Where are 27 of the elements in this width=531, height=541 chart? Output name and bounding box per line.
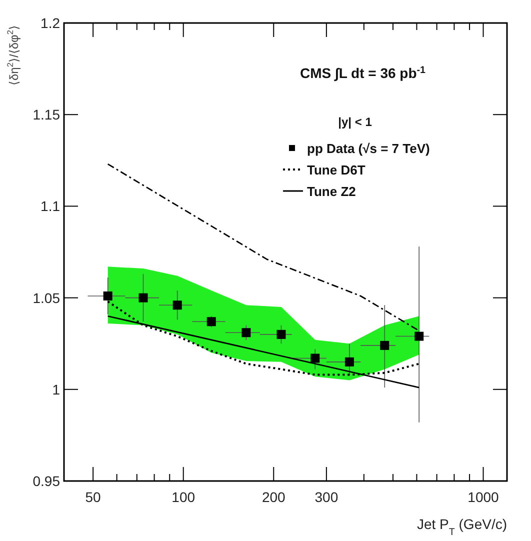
point [310,354,320,363]
point [172,300,182,310]
x-tick-label: 50 [85,489,102,505]
x-tick-label: 200 [262,489,286,505]
point [103,291,112,300]
y-tick-label: 0.95 [32,473,60,489]
x-tick-label: 1000 [468,489,500,505]
x-tick-label: 300 [314,489,338,505]
point [344,357,354,366]
point [206,317,216,326]
point [242,328,251,338]
legend-label: pp Data (√s = 7 TeV) [307,141,430,156]
annotation: |y| < 1 [338,115,372,129]
legend-label: Tune Z2 [307,184,356,199]
point [138,293,148,302]
point [380,340,390,350]
y-tick-label: 1 [52,381,60,398]
y-tick-label: 1.15 [32,106,60,123]
y-tick-label: 1.05 [32,290,60,306]
y-tick-label: 1.2 [40,15,60,31]
y-tick-label: 1.1 [40,198,60,214]
point [414,332,424,341]
x-axis-title: Jet P$_{T}$ (GeV/c) [416,516,507,538]
legend-label: Tune D6T [307,162,366,178]
annotation: CMS ∫L dt = 36 pb$^{-1}$ [300,64,426,82]
x-tick-label: 100 [172,489,196,505]
point [276,330,286,339]
